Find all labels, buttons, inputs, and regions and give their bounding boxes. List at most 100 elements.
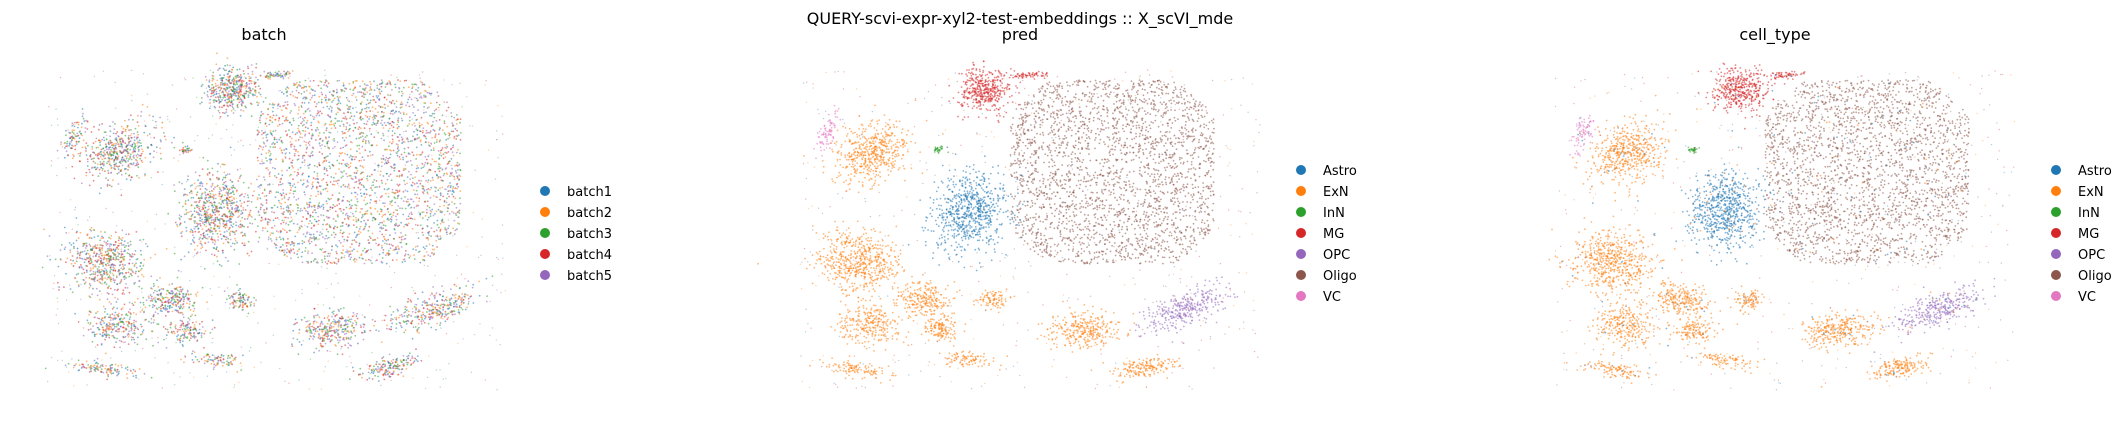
scatter-point bbox=[293, 252, 296, 254]
scatter-point bbox=[224, 82, 226, 84]
scatter-point bbox=[400, 101, 403, 104]
scatter-point bbox=[90, 230, 93, 232]
scatter-point bbox=[262, 162, 265, 165]
scatter-point bbox=[332, 95, 334, 97]
scatter-point bbox=[259, 117, 261, 119]
scatter-point bbox=[336, 245, 339, 248]
scatter-point bbox=[220, 265, 223, 267]
scatter-point bbox=[411, 181, 414, 184]
scatter-point bbox=[439, 194, 442, 197]
scatter-point bbox=[317, 261, 319, 264]
scatter-point bbox=[269, 160, 272, 162]
scatter-point bbox=[456, 182, 459, 185]
scatter-point bbox=[342, 175, 344, 178]
scatter-point bbox=[437, 168, 439, 170]
scatter-point bbox=[98, 139, 101, 142]
scatter-point bbox=[398, 156, 401, 158]
scatter-point bbox=[433, 109, 436, 112]
scatter-point bbox=[127, 169, 129, 171]
scatter-point bbox=[239, 223, 242, 226]
scatter-point bbox=[398, 189, 401, 192]
scatter-point bbox=[367, 239, 370, 242]
scatter-point bbox=[424, 201, 426, 203]
scatter-point bbox=[214, 197, 217, 200]
scatter-point bbox=[415, 153, 418, 156]
scatter-point bbox=[453, 135, 456, 138]
scatter-point bbox=[429, 130, 432, 133]
scatter-point bbox=[379, 230, 381, 233]
scatter-point bbox=[69, 288, 72, 290]
scatter-point bbox=[457, 210, 460, 213]
scatter-point bbox=[293, 102, 296, 105]
scatter-point bbox=[316, 181, 319, 184]
scatter-point bbox=[115, 165, 118, 168]
scatter-point bbox=[355, 236, 357, 239]
scatter-point bbox=[229, 104, 232, 107]
scatter-point bbox=[213, 204, 216, 207]
scatter-point bbox=[218, 106, 221, 108]
scatter-point bbox=[224, 235, 226, 238]
scatter-point bbox=[285, 245, 288, 247]
scatter-point bbox=[245, 92, 247, 95]
scatter-point bbox=[312, 181, 314, 184]
scatter-point bbox=[185, 209, 188, 211]
scatter-point bbox=[369, 86, 372, 88]
scatter-point bbox=[354, 175, 357, 178]
scatter-point bbox=[140, 115, 142, 117]
scatter-point bbox=[56, 149, 59, 152]
scatter-point bbox=[303, 91, 306, 93]
scatter-point bbox=[269, 146, 272, 148]
scatter-point bbox=[166, 305, 169, 308]
scatter-point bbox=[320, 214, 322, 216]
scatter-point bbox=[282, 244, 284, 246]
scatter-point bbox=[257, 102, 260, 104]
scatter-point bbox=[320, 112, 323, 115]
scatter-point bbox=[197, 185, 200, 187]
scatter-point bbox=[423, 96, 425, 98]
scatter-point bbox=[293, 170, 296, 173]
scatter-point bbox=[329, 208, 331, 211]
scatter-point bbox=[91, 293, 93, 296]
scatter-point bbox=[211, 214, 214, 217]
scatter-point bbox=[133, 139, 136, 142]
scatter-point bbox=[280, 183, 282, 186]
scatter-point bbox=[339, 207, 342, 210]
scatter-point bbox=[286, 70, 289, 73]
scatter-point bbox=[430, 102, 432, 105]
scatter-point bbox=[291, 143, 293, 146]
scatter-point bbox=[112, 266, 115, 268]
scatter-point bbox=[360, 119, 363, 121]
scatter-point bbox=[112, 277, 115, 280]
scatter-point bbox=[276, 206, 279, 209]
scatter-point bbox=[407, 153, 410, 155]
scatter-point bbox=[340, 120, 343, 123]
scatter-point bbox=[436, 223, 439, 226]
scatter-point bbox=[153, 136, 156, 139]
scatter-point bbox=[293, 84, 295, 87]
scatter-point bbox=[366, 177, 368, 180]
scatter-point bbox=[228, 232, 231, 235]
scatter-point bbox=[435, 141, 438, 143]
scatter-point bbox=[351, 249, 354, 252]
scatter-point bbox=[326, 202, 328, 205]
scatter-point bbox=[108, 245, 111, 247]
scatter-point bbox=[421, 83, 424, 86]
scatter-point bbox=[98, 266, 100, 268]
scatter-point bbox=[177, 305, 180, 308]
scatter-point bbox=[240, 174, 242, 177]
scatter-point bbox=[227, 77, 230, 79]
scatter-point bbox=[352, 155, 355, 158]
scatter-point bbox=[428, 86, 431, 88]
scatter-point bbox=[197, 179, 199, 182]
scatter-point bbox=[303, 123, 305, 126]
scatter-point bbox=[97, 146, 100, 149]
scatter-point bbox=[342, 123, 345, 126]
scatter-point bbox=[130, 129, 132, 131]
scatter-point bbox=[336, 226, 339, 229]
scatter-point bbox=[285, 222, 287, 225]
scatter-point bbox=[208, 190, 211, 193]
scatter-point bbox=[310, 194, 312, 197]
scatter-point bbox=[453, 175, 455, 178]
scatter-point bbox=[112, 132, 115, 135]
scatter-point bbox=[457, 185, 459, 188]
